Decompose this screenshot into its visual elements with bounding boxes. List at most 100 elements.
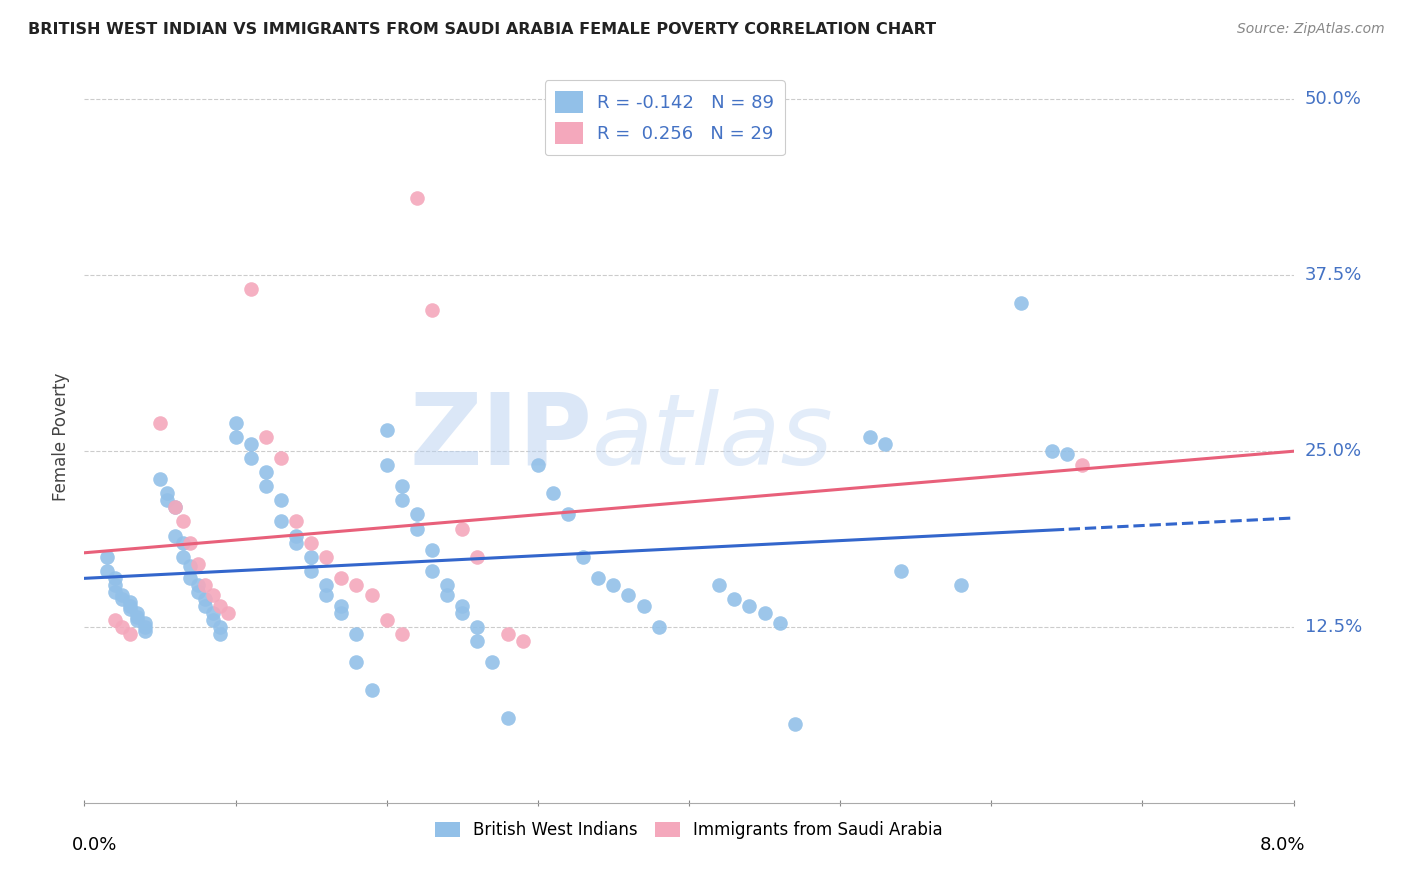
Text: Source: ZipAtlas.com: Source: ZipAtlas.com [1237,22,1385,37]
Point [406,508,429,522]
Point [709,578,731,592]
Point [451,521,474,535]
Point [375,458,398,473]
Point [512,634,534,648]
Point [783,717,806,731]
Point [890,564,912,578]
Point [118,627,141,641]
Point [451,599,474,613]
Point [360,683,382,698]
Point [127,613,149,627]
Text: 0.0%: 0.0% [72,836,118,854]
Point [149,416,172,430]
Point [391,627,413,641]
Point [104,584,127,599]
Point [602,578,624,592]
Point [179,559,201,574]
Point [149,472,172,486]
Point [165,528,187,542]
Point [270,493,292,508]
Point [875,437,897,451]
Point [420,303,443,318]
Point [1056,447,1078,461]
Point [648,620,671,634]
Text: 37.5%: 37.5% [1305,267,1362,285]
Point [156,493,179,508]
Point [572,549,595,564]
Point [254,479,277,493]
Point [481,655,503,669]
Y-axis label: Female Poverty: Female Poverty [52,373,70,501]
Text: 12.5%: 12.5% [1305,618,1362,636]
Point [194,578,217,592]
Point [134,620,156,634]
Point [950,578,973,592]
Point [406,521,429,535]
Point [179,571,201,585]
Point [315,549,337,564]
Point [104,571,127,585]
Point [588,571,610,585]
Text: atlas: atlas [592,389,834,485]
Point [239,437,262,451]
Point [315,578,337,592]
Point [104,613,127,627]
Point [617,588,640,602]
Point [496,627,519,641]
Point [754,606,776,620]
Point [346,655,368,669]
Point [194,591,217,606]
Point [209,620,232,634]
Point [299,535,322,549]
Point [299,549,322,564]
Point [127,610,149,624]
Point [738,599,761,613]
Text: 25.0%: 25.0% [1305,442,1362,460]
Point [406,191,429,205]
Point [723,591,745,606]
Point [496,711,519,725]
Point [436,588,458,602]
Point [187,578,209,592]
Point [201,613,224,627]
Point [1040,444,1063,458]
Point [346,578,368,592]
Point [96,549,118,564]
Point [284,515,308,529]
Point [254,465,277,479]
Point [1071,458,1094,473]
Point [270,515,292,529]
Point [527,458,550,473]
Point [467,549,489,564]
Point [420,564,443,578]
Point [111,591,134,606]
Point [284,528,308,542]
Text: BRITISH WEST INDIAN VS IMMIGRANTS FROM SAUDI ARABIA FEMALE POVERTY CORRELATION C: BRITISH WEST INDIAN VS IMMIGRANTS FROM S… [28,22,936,37]
Point [217,606,239,620]
Point [284,535,308,549]
Point [451,606,474,620]
Point [201,606,224,620]
Point [127,606,149,620]
Point [557,508,579,522]
Point [859,430,882,444]
Point [769,615,792,630]
Point [330,606,353,620]
Point [375,613,398,627]
Point [187,557,209,571]
Point [194,599,217,613]
Point [134,624,156,639]
Point [330,571,353,585]
Point [156,486,179,500]
Point [225,416,247,430]
Point [391,479,413,493]
Point [346,627,368,641]
Point [201,588,224,602]
Point [118,599,141,613]
Point [111,620,134,634]
Point [172,535,194,549]
Point [254,430,277,444]
Point [391,493,413,508]
Point [270,451,292,466]
Point [330,599,353,613]
